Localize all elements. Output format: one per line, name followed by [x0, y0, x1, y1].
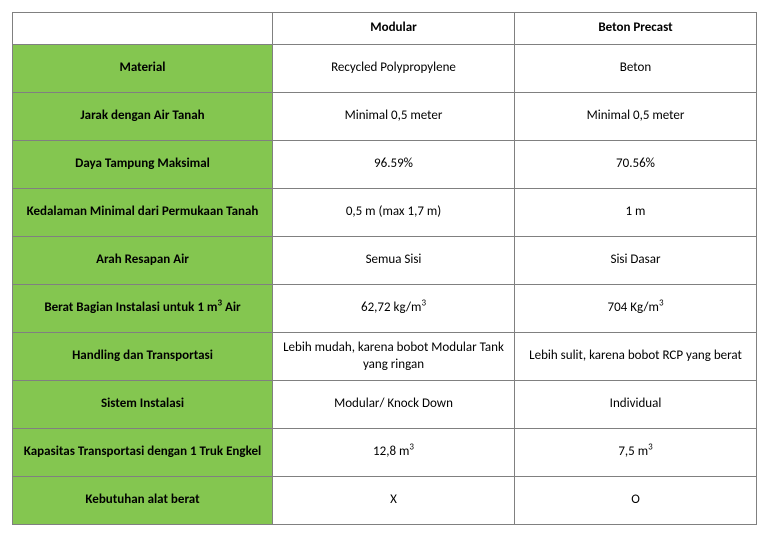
row-label: Material	[13, 45, 273, 93]
table-row: MaterialRecycled PolypropyleneBeton	[13, 45, 757, 93]
cell-precast: Sisi Dasar	[515, 237, 757, 285]
cell-modular: 96.59%	[273, 141, 515, 189]
column-header-blank	[13, 13, 273, 45]
row-label: Kedalaman Minimal dari Permukaan Tanah	[13, 189, 273, 237]
column-header-precast: Beton Precast	[515, 13, 757, 45]
row-label: Sistem Instalasi	[13, 381, 273, 429]
table-row: Kebutuhan alat beratXO	[13, 477, 757, 525]
table-row: Berat Bagian Instalasi untuk 1 m3 Air62,…	[13, 285, 757, 333]
cell-modular: Minimal 0,5 meter	[273, 93, 515, 141]
row-label: Jarak dengan Air Tanah	[13, 93, 273, 141]
row-label: Berat Bagian Instalasi untuk 1 m3 Air	[13, 285, 273, 333]
cell-precast: 7,5 m3	[515, 429, 757, 477]
row-label: Handling dan Transportasi	[13, 333, 273, 381]
row-label: Daya Tampung Maksimal	[13, 141, 273, 189]
cell-modular: Modular/ Knock Down	[273, 381, 515, 429]
row-label: Arah Resapan Air	[13, 237, 273, 285]
cell-precast: Lebih sulit, karena bobot RCP yang berat	[515, 333, 757, 381]
cell-precast: Minimal 0,5 meter	[515, 93, 757, 141]
row-label: Kapasitas Transportasi dengan 1 Truk Eng…	[13, 429, 273, 477]
cell-modular: X	[273, 477, 515, 525]
table-row: Handling dan TransportasiLebih mudah, ka…	[13, 333, 757, 381]
comparison-table: Modular Beton Precast MaterialRecycled P…	[12, 12, 757, 525]
table-header-row: Modular Beton Precast	[13, 13, 757, 45]
table-row: Jarak dengan Air TanahMinimal 0,5 meterM…	[13, 93, 757, 141]
cell-modular: 0,5 m (max 1,7 m)	[273, 189, 515, 237]
table-row: Kapasitas Transportasi dengan 1 Truk Eng…	[13, 429, 757, 477]
table-body: MaterialRecycled PolypropyleneBetonJarak…	[13, 45, 757, 525]
table-row: Arah Resapan AirSemua SisiSisi Dasar	[13, 237, 757, 285]
cell-precast: 1 m	[515, 189, 757, 237]
cell-precast: 70.56%	[515, 141, 757, 189]
cell-modular: Recycled Polypropylene	[273, 45, 515, 93]
cell-precast: 704 Kg/m3	[515, 285, 757, 333]
cell-precast: Beton	[515, 45, 757, 93]
table-row: Kedalaman Minimal dari Permukaan Tanah0,…	[13, 189, 757, 237]
cell-precast: O	[515, 477, 757, 525]
cell-modular: Lebih mudah, karena bobot Modular Tank y…	[273, 333, 515, 381]
table-row: Sistem InstalasiModular/ Knock DownIndiv…	[13, 381, 757, 429]
cell-modular: 62,72 kg/m3	[273, 285, 515, 333]
column-header-modular: Modular	[273, 13, 515, 45]
cell-precast: Individual	[515, 381, 757, 429]
cell-modular: 12,8 m3	[273, 429, 515, 477]
table-row: Daya Tampung Maksimal96.59%70.56%	[13, 141, 757, 189]
row-label: Kebutuhan alat berat	[13, 477, 273, 525]
cell-modular: Semua Sisi	[273, 237, 515, 285]
